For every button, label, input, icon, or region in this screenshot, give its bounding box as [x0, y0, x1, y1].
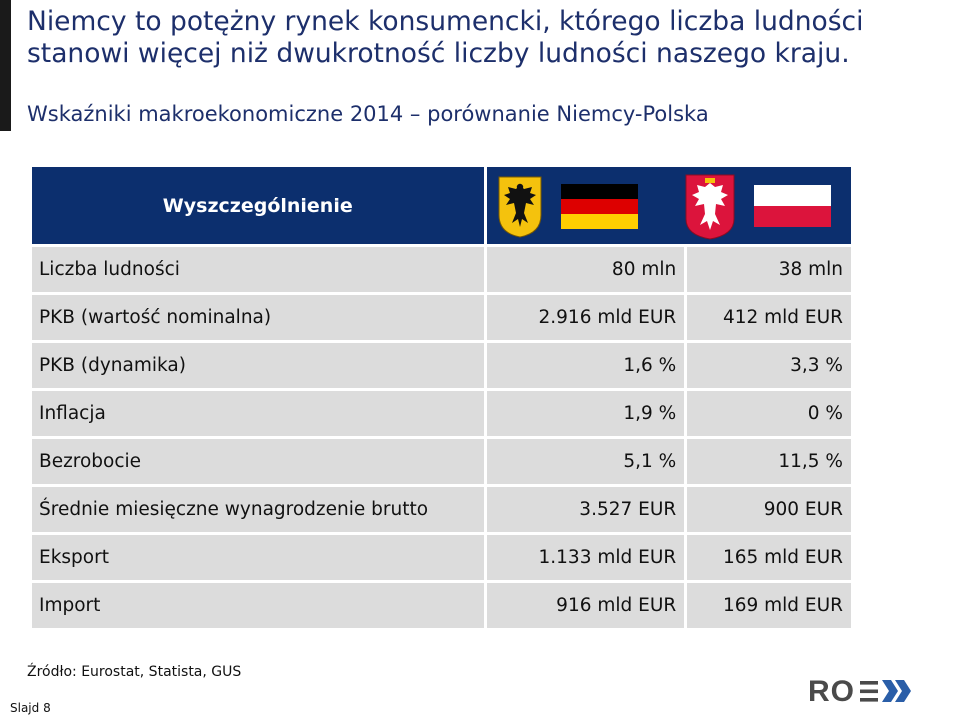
germany-value: 3.527 EUR [483, 487, 685, 532]
row-label: Liczba ludności [32, 247, 484, 292]
poland-value: 0 % [684, 391, 851, 436]
row-label: Średnie miesięczne wynagrodzenie brutto [32, 487, 484, 532]
poland-value: 165 mld EUR [684, 535, 851, 580]
row-label: Bezrobocie [32, 439, 484, 484]
row-label: Import [32, 583, 484, 628]
row-label: Inflacja [32, 391, 484, 436]
germany-value: 1,6 % [483, 343, 685, 388]
germany-value: 1,9 % [483, 391, 685, 436]
header-label: Wyszczególnienie [32, 167, 484, 244]
poland-flag-icon [753, 185, 831, 227]
row-label: Eksport [32, 535, 484, 580]
table-row: Inflacja 1,9 % 0 % [32, 391, 851, 436]
poland-value: 38 mln [684, 247, 851, 292]
row-label: PKB (wartość nominalna) [32, 295, 484, 340]
svg-text:RO: RO [808, 675, 855, 708]
table-row: Średnie miesięczne wynagrodzenie brutto 3… [32, 487, 851, 532]
germany-value: 80 mln [483, 247, 685, 292]
poland-value: 412 mld EUR [684, 295, 851, 340]
row-label: PKB (dynamika) [32, 343, 484, 388]
table-row: Import 916 mld EUR 169 mld EUR [32, 583, 851, 628]
table-row: PKB (wartość nominalna) 2.916 mld EUR 412 … [32, 295, 851, 340]
poland-value: 11,5 % [684, 439, 851, 484]
source-note: Źródło: Eurostat, Statista, GUS [27, 664, 242, 680]
slide-subtitle: Wskaźniki makroekonomiczne 2014 – porówn… [27, 102, 709, 126]
germany-value: 1.133 mld EUR [483, 535, 685, 580]
slide-title: Niemcy to potężny rynek konsumencki, któ… [27, 6, 864, 69]
germany-value: 2.916 mld EUR [483, 295, 685, 340]
accent-bar [0, 0, 11, 131]
germany-value: 5,1 % [483, 439, 685, 484]
roex-logo: RO [808, 671, 938, 715]
table-row: Bezrobocie 5,1 % 11,5 % [32, 439, 851, 484]
table-header-row: Wyszczególnienie [32, 167, 851, 244]
slide-number: Slajd 8 [10, 701, 51, 715]
table-row: PKB (dynamika) 1,6 % 3,3 % [32, 343, 851, 388]
poland-value: 3,3 % [684, 343, 851, 388]
comparison-table: Wyszczególnienie [32, 164, 851, 631]
table-row: Eksport 1.133 mld EUR 165 mld EUR [32, 535, 851, 580]
poland-value: 900 EUR [684, 487, 851, 532]
poland-value: 169 mld EUR [684, 583, 851, 628]
german-eagle-coat-of-arms-icon [498, 176, 542, 238]
flags-svg [498, 174, 831, 240]
table-row: Liczba ludności 80 mln 38 mln [32, 247, 851, 292]
polish-eagle-coat-of-arms-icon [685, 174, 735, 240]
germany-value: 916 mld EUR [483, 583, 685, 628]
flags-cell [483, 167, 851, 244]
germany-flag-icon [560, 184, 638, 229]
